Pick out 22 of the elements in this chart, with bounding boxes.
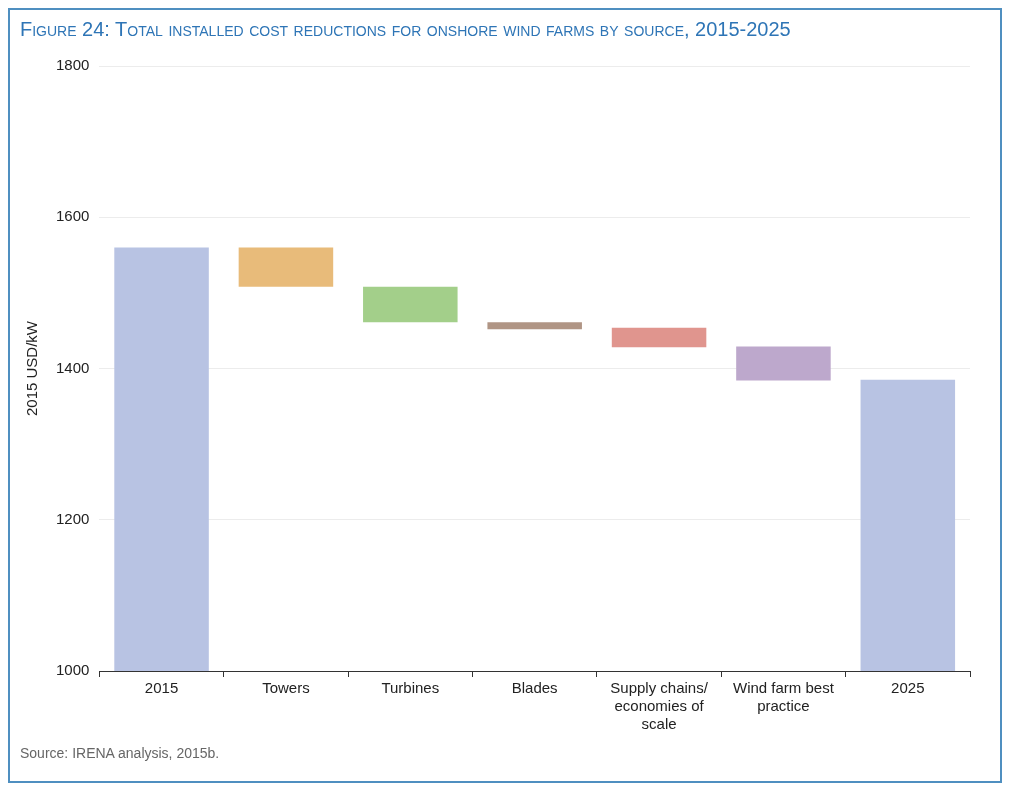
y-tick-label: 1800 — [55, 56, 90, 74]
x-tick-label: Wind farm best practice — [733, 679, 835, 715]
bar — [238, 247, 334, 287]
y-tick-label: 1600 — [55, 207, 90, 225]
y-tick-label: 1200 — [55, 509, 90, 527]
bar — [860, 379, 956, 671]
bar — [736, 346, 831, 381]
bar — [114, 247, 209, 671]
x-tick-label: 2025 — [891, 679, 925, 697]
y-tick-label: 1000 — [55, 661, 90, 679]
chart-title: Figure 24: Total installed cost reductions for onshore wind farms by source, 2015-2025 — [20, 18, 792, 41]
y-axis-title: 2015 USD/kW — [23, 320, 41, 417]
bar — [363, 286, 458, 323]
x-tick-label: Towers — [262, 679, 310, 697]
x-tick-label: Blades — [511, 679, 558, 697]
bar — [487, 322, 582, 330]
x-tick-label: Supply chains/ economies of scale — [610, 679, 709, 733]
y-tick-label: 1400 — [55, 358, 90, 376]
x-tick-label: 2015 — [144, 679, 179, 697]
bar — [611, 327, 707, 348]
source-note: Source: IRENA analysis, 2015b. — [20, 745, 221, 761]
x-tick-label: Turbines — [381, 679, 440, 697]
